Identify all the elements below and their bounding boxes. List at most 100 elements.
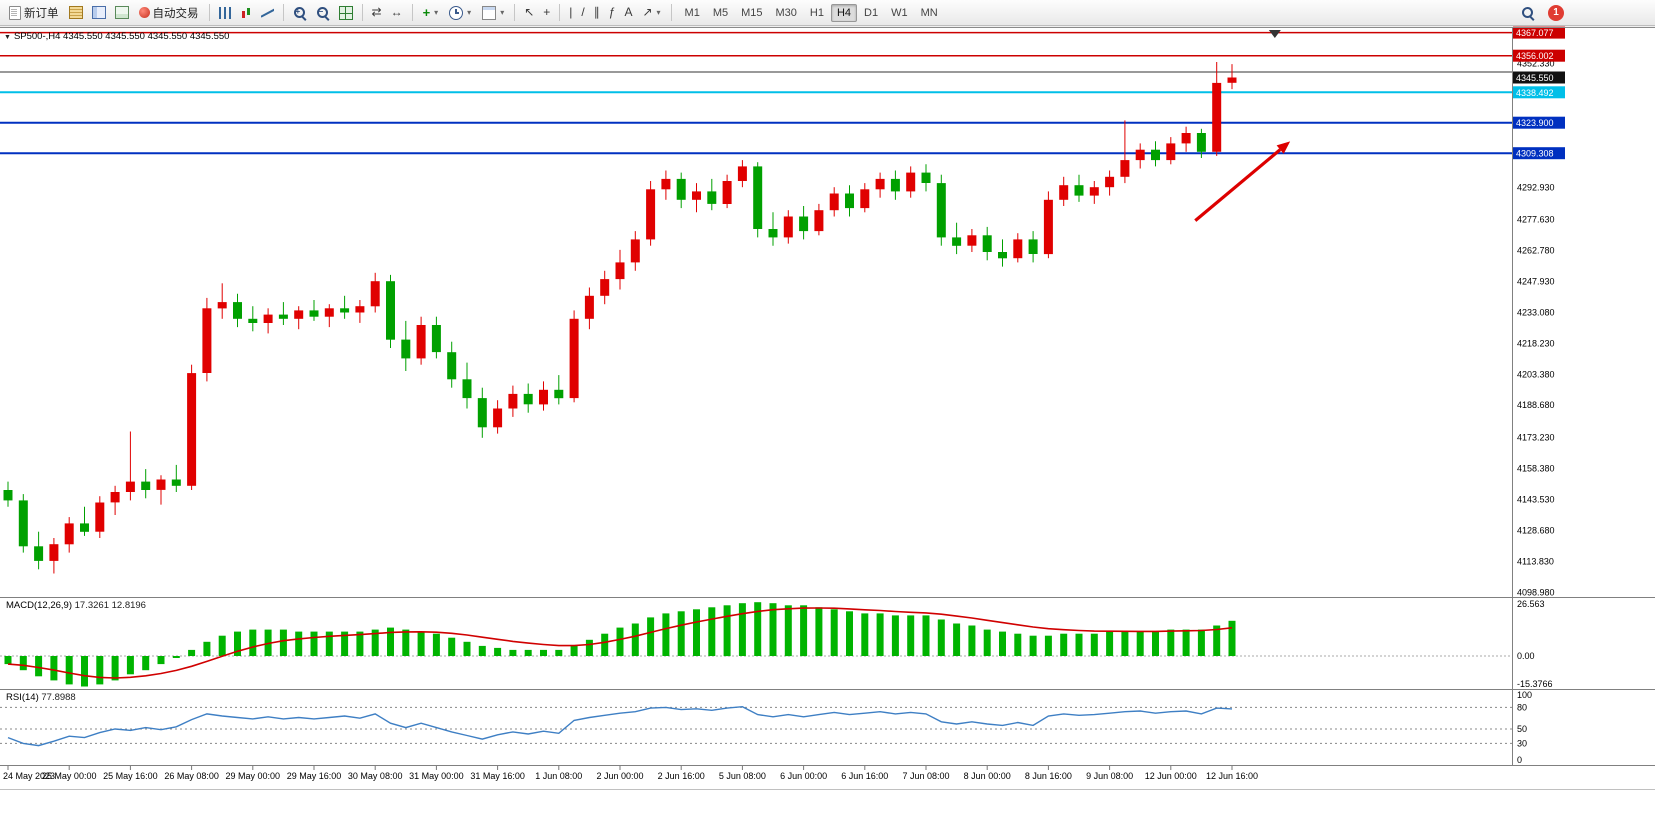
line-chart-button[interactable] <box>257 1 278 25</box>
tool-separator <box>514 4 516 21</box>
search-icon <box>1521 6 1535 20</box>
notification-badge[interactable]: 1 <box>1548 4 1564 21</box>
trend-arrow[interactable] <box>1194 141 1291 222</box>
chart-title: ▼ SP500-,H4 4345.550 4345.550 4345.550 43… <box>4 31 229 42</box>
svg-text:50: 50 <box>1517 724 1527 734</box>
tile-windows-button[interactable] <box>335 1 357 25</box>
symbol-menu-icon[interactable]: ▼ <box>4 34 11 41</box>
svg-text:8 Jun 16:00: 8 Jun 16:00 <box>1025 771 1072 781</box>
trendline-button[interactable]: / <box>577 1 588 25</box>
navigator-icon <box>91 6 106 19</box>
chart-title-text: SP500-,H4 4345.550 4345.550 4345.550 434… <box>13 31 230 42</box>
chevron-down-icon: ▾ <box>434 8 439 17</box>
svg-text:30 May 08:00: 30 May 08:00 <box>348 771 403 781</box>
channel-icon: ∥ <box>593 5 600 19</box>
zoom-out-icon: − <box>316 6 330 20</box>
fibonacci-button[interactable]: ƒ <box>605 1 620 25</box>
arrows-tool-button[interactable]: ↗ ▾ <box>637 1 665 25</box>
svg-text:6 Jun 16:00: 6 Jun 16:00 <box>841 771 888 781</box>
crosshair-button[interactable]: + <box>539 1 554 25</box>
macd-panel <box>0 602 1512 687</box>
timeframe-h4-button[interactable]: H4 <box>830 3 858 22</box>
timeframe-m15-button[interactable]: M15 <box>741 6 763 19</box>
svg-text:-15.3766: -15.3766 <box>1517 679 1553 689</box>
svg-text:5 Jun 08:00: 5 Jun 08:00 <box>719 771 766 781</box>
svg-text:24 May 2023: 24 May 2023 <box>3 771 55 781</box>
timeframe-w1-button[interactable]: W1 <box>891 6 908 19</box>
tool-separator <box>361 4 363 21</box>
auto-trading-button[interactable]: 自动交易 <box>134 1 204 25</box>
panel-borders <box>0 27 1655 790</box>
svg-text:4356.002: 4356.002 <box>1516 51 1554 61</box>
timeframe-d1-button[interactable]: D1 <box>864 6 879 19</box>
timeframe-m5-button[interactable]: M5 <box>712 6 729 19</box>
svg-text:0: 0 <box>1517 755 1522 765</box>
new-order-icon <box>9 5 21 20</box>
tool-separator <box>411 4 413 21</box>
timeframe-mn-button[interactable]: MN <box>920 6 938 19</box>
templates-button[interactable]: ▾ <box>477 1 509 25</box>
market-watch-button[interactable] <box>65 1 87 25</box>
chart-shift-button[interactable]: ↔ <box>387 1 407 25</box>
zoom-out-button[interactable]: − <box>312 1 334 25</box>
auto-scroll-button[interactable]: ⇄ <box>368 1 386 25</box>
svg-text:4128.680: 4128.680 <box>1517 525 1555 535</box>
new-order-label: 新订单 <box>24 7 59 20</box>
candlestick-chart-button[interactable] <box>236 1 256 25</box>
text-tool-button[interactable]: A <box>620 1 636 25</box>
macd-label: MACD(12,26,9) 17.3261 12.8196 <box>6 600 146 611</box>
svg-text:12 Jun 16:00: 12 Jun 16:00 <box>1206 771 1258 781</box>
macd-main-value: 17.3261 <box>74 600 109 611</box>
svg-text:29 May 00:00: 29 May 00:00 <box>226 771 281 781</box>
tool-separator <box>208 4 210 21</box>
chart-background <box>0 27 1655 831</box>
clock-icon <box>449 5 464 20</box>
crosshair-icon: + <box>543 5 551 19</box>
chevron-down-icon: ▾ <box>467 8 472 17</box>
auto-trading-icon <box>138 7 150 18</box>
tool-separator <box>559 4 561 21</box>
bar-chart-button[interactable] <box>215 1 235 25</box>
channel-button[interactable]: ∥ <box>590 1 604 25</box>
horizontal-lines[interactable] <box>0 31 1512 155</box>
periods-button[interactable]: ▾ <box>444 1 476 25</box>
search-button[interactable] <box>1517 1 1539 25</box>
svg-text:0.00: 0.00 <box>1517 651 1535 661</box>
terminal-button[interactable] <box>111 1 133 25</box>
indicators-button[interactable]: + ▾ <box>418 1 444 25</box>
svg-text:4233.080: 4233.080 <box>1517 307 1555 317</box>
svg-text:31 May 00:00: 31 May 00:00 <box>409 771 464 781</box>
svg-text:4203.380: 4203.380 <box>1517 369 1555 379</box>
svg-text:7 Jun 08:00: 7 Jun 08:00 <box>902 771 949 781</box>
arrow-head <box>1276 141 1291 154</box>
svg-text:4173.230: 4173.230 <box>1517 432 1555 442</box>
market-watch-icon <box>68 6 83 19</box>
arrow-tool-icon: ↗ <box>642 5 653 19</box>
rsi-panel <box>0 705 1512 747</box>
svg-text:4113.830: 4113.830 <box>1517 556 1554 566</box>
price-scale: 4352.330 4292.930 4277.630 4262.780 4247.930… <box>1513 26 1655 766</box>
new-order-button[interactable]: 新订单 <box>4 1 64 25</box>
timeframe-m1-button[interactable]: M1 <box>684 6 700 19</box>
macd-signal-line <box>7 607 1233 679</box>
zoom-in-button[interactable]: + <box>289 1 311 25</box>
navigator-button[interactable] <box>88 1 110 25</box>
svg-text:4143.530: 4143.530 <box>1517 494 1555 504</box>
trendline-icon: / <box>581 5 585 19</box>
cursor-button[interactable]: ↖ <box>520 1 538 25</box>
vertical-line-button[interactable]: | <box>565 1 576 25</box>
vertical-line-icon: | <box>569 5 573 19</box>
timeframe-m30-button[interactable]: M30 <box>775 6 797 19</box>
rsi-label: RSI(14) 77.8988 <box>6 692 76 703</box>
line-chart-icon <box>261 7 274 19</box>
svg-text:100: 100 <box>1517 690 1532 700</box>
timeframe-h1-button[interactable]: H1 <box>809 6 824 19</box>
tool-separator <box>670 4 672 21</box>
svg-text:29 May 16:00: 29 May 16:00 <box>287 771 342 781</box>
auto-scroll-icon: ⇄ <box>371 5 382 19</box>
auto-trading-label: 自动交易 <box>152 7 199 20</box>
cursor-icon: ↖ <box>524 5 535 19</box>
chevron-down-icon: ▾ <box>500 8 505 17</box>
svg-text:4277.630: 4277.630 <box>1517 214 1555 224</box>
